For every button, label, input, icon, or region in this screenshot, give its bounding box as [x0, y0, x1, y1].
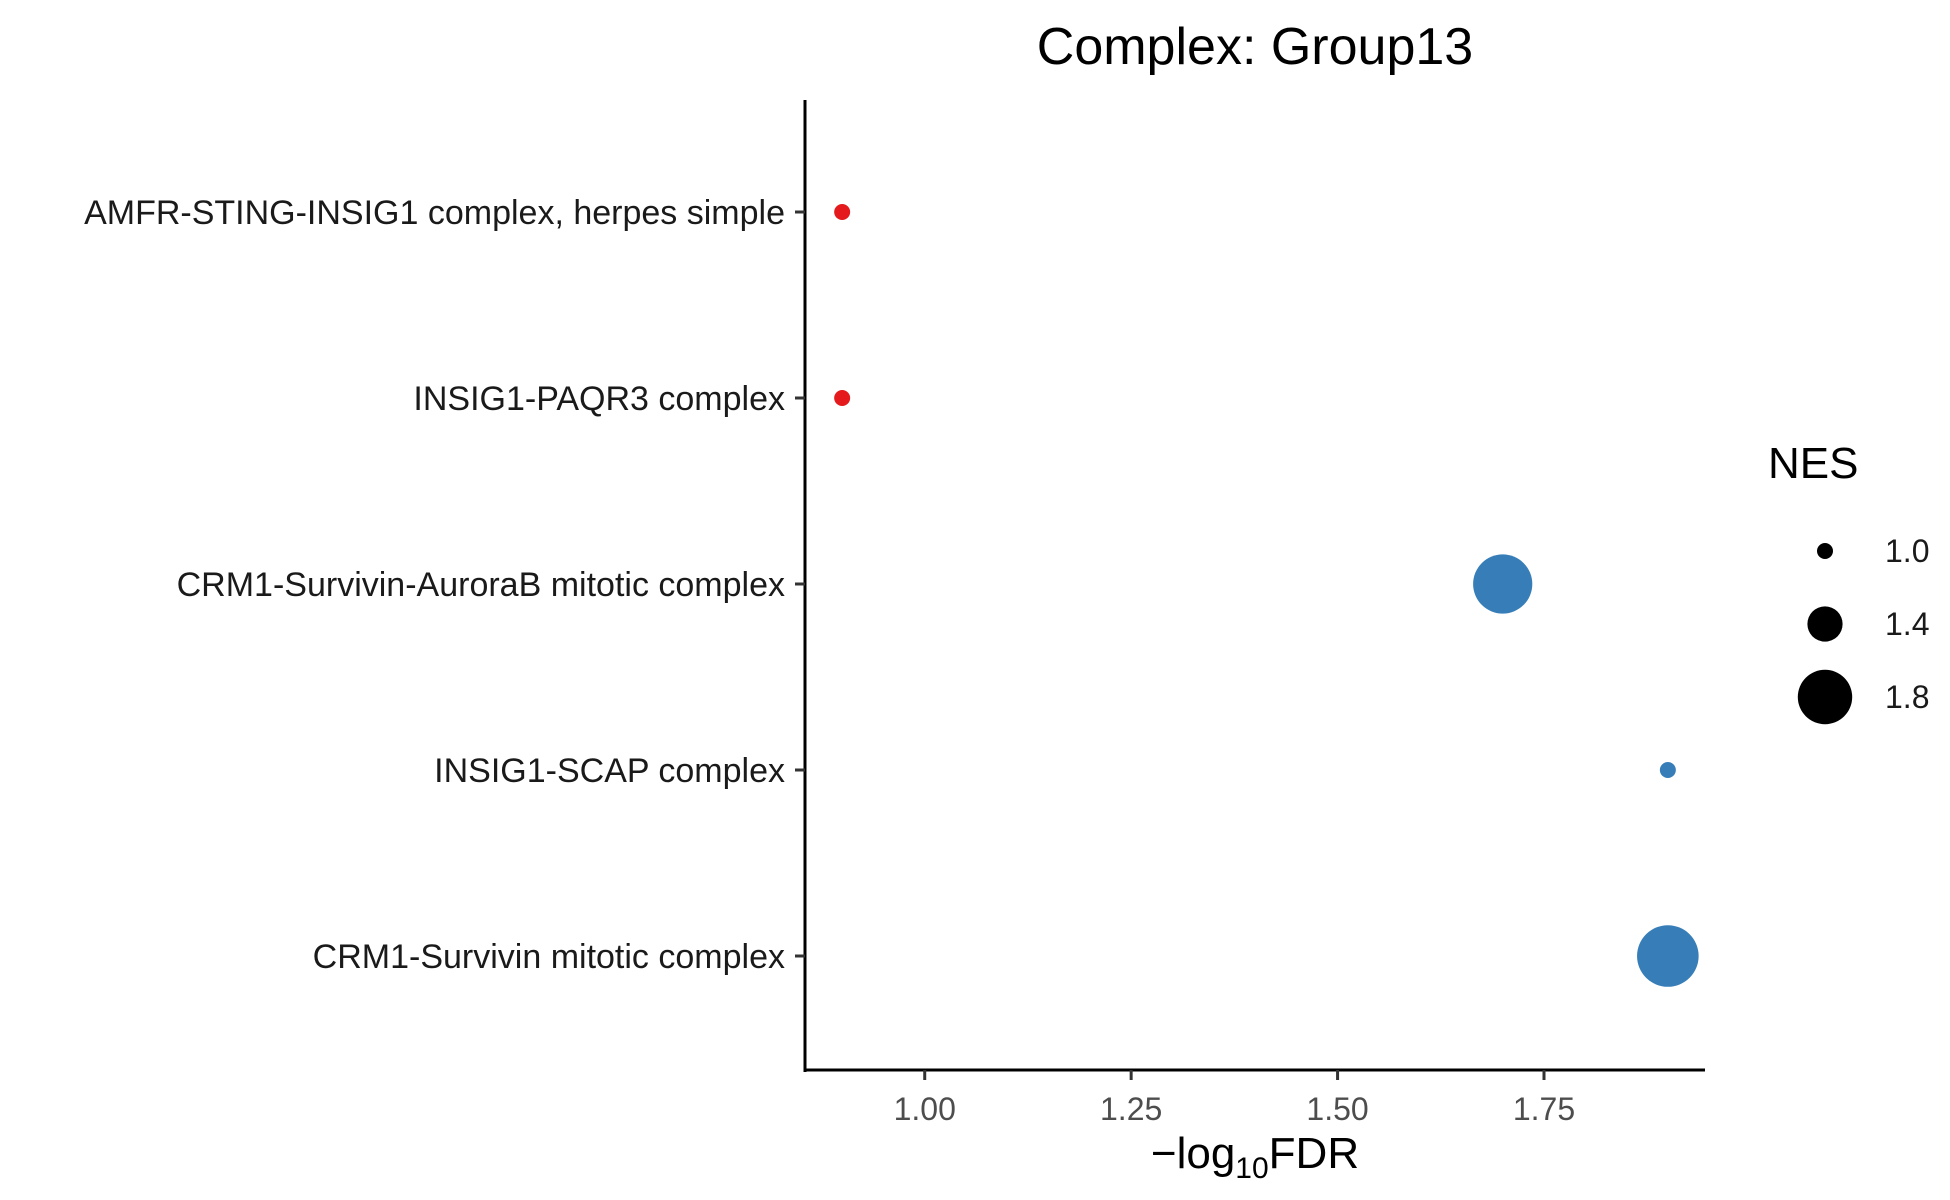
plot-area: AMFR-STING-INSIG1 complex, herpes simple…: [84, 100, 1705, 1127]
legend-label: 1.4: [1885, 606, 1929, 642]
legend-label: 1.0: [1885, 533, 1929, 569]
data-point: [1659, 762, 1676, 778]
y-tick-label: AMFR-STING-INSIG1 complex, herpes simple: [84, 194, 785, 232]
x-axis-title-subscript: 10: [1235, 1152, 1268, 1185]
x-axis-title-prefix: −log: [1151, 1129, 1235, 1178]
y-tick-label: INSIG1-PAQR3 complex: [413, 380, 785, 418]
data-point: [1473, 554, 1533, 614]
y-tick-label: INSIG1-SCAP complex: [434, 752, 785, 790]
x-tick-label: 1.25: [1100, 1091, 1162, 1127]
data-point: [1637, 925, 1699, 987]
x-tick-label: 1.00: [894, 1091, 956, 1127]
legend: NES 1.0 1.4 1.8: [1768, 439, 1929, 725]
x-tick-label: 1.50: [1306, 1091, 1368, 1127]
chart-title: Complex: Group13: [1037, 18, 1473, 76]
data-point: [834, 390, 851, 406]
legend-key: [1807, 606, 1843, 642]
y-tick-label: CRM1-Survivin mitotic complex: [313, 938, 785, 976]
legend-key: [1797, 669, 1853, 725]
x-axis-title: −log10FDR: [1151, 1129, 1359, 1185]
y-tick-label: CRM1-Survivin-AuroraB mitotic complex: [177, 566, 785, 604]
data-point: [834, 204, 851, 220]
legend-label: 1.8: [1885, 679, 1929, 715]
legend-key: [1817, 543, 1833, 559]
legend-title: NES: [1768, 439, 1858, 488]
x-axis-title-suffix: FDR: [1269, 1129, 1359, 1178]
x-tick-label: 1.75: [1513, 1091, 1575, 1127]
